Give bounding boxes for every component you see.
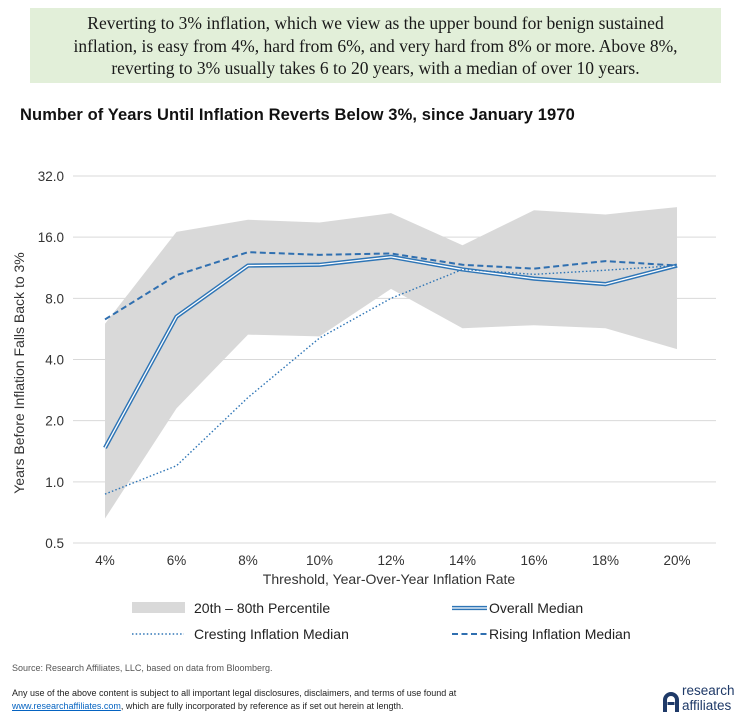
y-tick-label: 32.0: [38, 169, 64, 184]
x-tick-layer: 4% 6% 8% 10% 12% 14% 16% 18% 20%: [95, 553, 690, 568]
legend-label-rising: Rising Inflation Median: [489, 626, 631, 642]
x-tick-label: 16%: [520, 553, 547, 568]
logo-line-1: research: [682, 683, 735, 698]
x-tick-label: 12%: [377, 553, 404, 568]
legend-swatch-band: [132, 602, 185, 613]
x-tick-label: 8%: [238, 553, 258, 568]
legend-label-overall: Overall Median: [489, 600, 583, 616]
percentile-band: [105, 207, 677, 519]
y-tick-label: 4.0: [45, 353, 64, 368]
x-tick-label: 20%: [663, 553, 690, 568]
legend-label-cresting: Cresting Inflation Median: [194, 626, 349, 642]
source-note: Source: Research Affiliates, LLC, based …: [12, 663, 273, 673]
band-layer: [105, 207, 677, 519]
y-tick-label: 1.0: [45, 475, 64, 490]
overall-median-line-inner: [104, 256, 678, 449]
logo-line-2: affiliates: [682, 697, 732, 713]
y-tick-label: 2.0: [45, 414, 64, 429]
disclaimer-line-2: , which are fully incorporated by refere…: [120, 700, 404, 711]
x-axis-title: Threshold, Year-Over-Year Inflation Rate: [263, 571, 516, 587]
website-link[interactable]: www.researchaffiliates.com: [12, 700, 121, 711]
y-tick-layer: 32.0 16.0 8.0 4.0 2.0 1.0 0.5: [38, 169, 64, 551]
rising-inflation-median-line: [104, 251, 678, 321]
y-axis-title: Years Before Inflation Falls Back to 3%: [11, 252, 27, 494]
disclaimer-line-1: Any use of the above content is subject …: [12, 688, 457, 698]
series-layer: [103, 251, 678, 495]
x-tick-label: 10%: [306, 553, 333, 568]
chart-title: Number of Years Until Inflation Reverts …: [20, 106, 575, 124]
x-tick-label: 18%: [592, 553, 619, 568]
headline-line-1: Reverting to 3% inflation, which we view…: [87, 13, 664, 33]
logo-wordmark: research affiliates: [682, 683, 735, 713]
y-tick-label: 0.5: [45, 536, 64, 551]
x-tick-label: 4%: [95, 553, 115, 568]
headline-line-2: inflation, is easy from 4%, hard from 6%…: [73, 35, 678, 56]
headline-line-3: reverting to 3% usually takes 6 to 20 ye…: [111, 58, 640, 78]
headline-box: Reverting to 3% inflation, which we view…: [30, 8, 721, 83]
y-tick-label: 8.0: [45, 291, 64, 306]
research-affiliates-logo-icon: [663, 692, 679, 712]
x-tick-label: 14%: [449, 553, 476, 568]
legend: 20th – 80th Percentile Overall Median Cres…: [132, 600, 631, 642]
y-tick-label: 16.0: [38, 230, 64, 245]
disclaimer: Any use of the above content is subject …: [12, 687, 456, 712]
legend-label-band: 20th – 80th Percentile: [194, 600, 330, 616]
x-tick-label: 6%: [167, 553, 187, 568]
chart: 32.0 16.0 8.0 4.0 2.0 1.0 0.5 4% 6% 8% 10% 12% 14% 1…: [11, 169, 716, 642]
